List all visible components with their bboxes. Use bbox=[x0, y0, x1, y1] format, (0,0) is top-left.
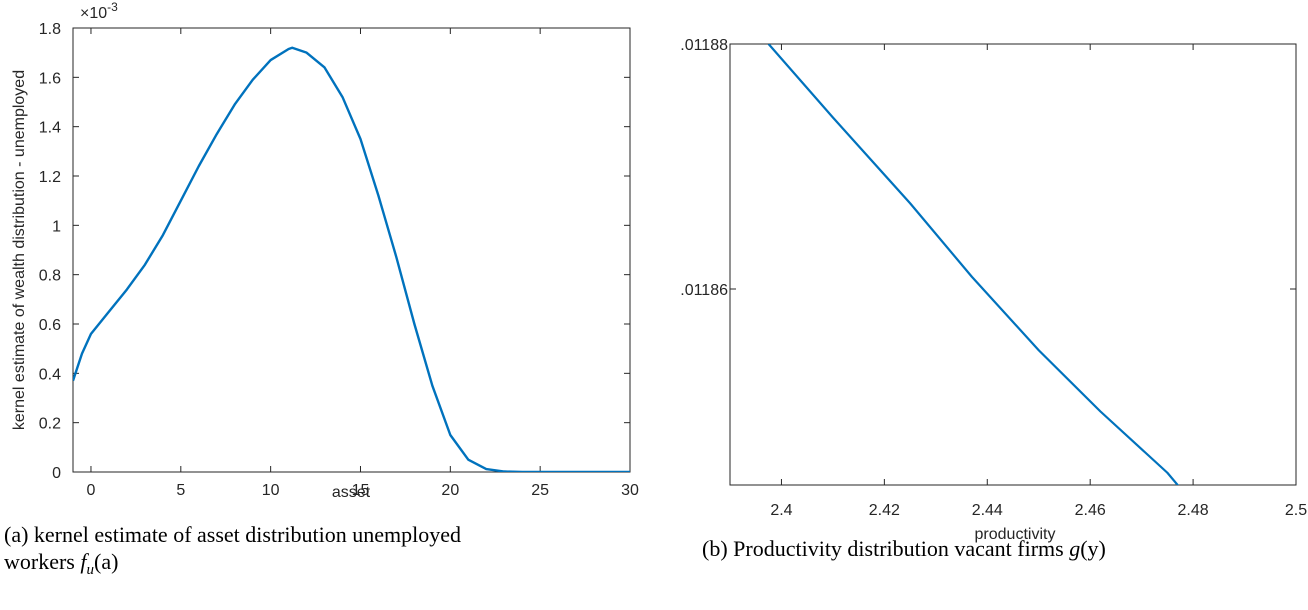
chart-a-plot-box bbox=[72, 27, 631, 473]
caption-b: (b) Productivity distribution vacant fir… bbox=[702, 536, 1106, 561]
chart-b: 2.4 2.42 2.44 2.46 2.48 2.5 .01186 .01188 prod… bbox=[680, 37, 1307, 543]
ytick-label: 0.4 bbox=[39, 366, 61, 383]
caption-a-line1: (a) kernel estimate of asset distributio… bbox=[4, 522, 461, 547]
ytick-label: 0 bbox=[52, 465, 61, 482]
chart-b-series-line bbox=[767, 44, 1180, 485]
ytick-label: .01188 bbox=[680, 37, 728, 54]
xtick-label: 2.44 bbox=[972, 502, 1003, 519]
xtick-label: 2.4 bbox=[770, 502, 792, 519]
caption-a-line2: workers fu(a) bbox=[4, 549, 119, 579]
chart-a-ylabel: kernel estimate of wealth distribution -… bbox=[11, 70, 28, 430]
chart-b-yticks: .01186 .01188 bbox=[680, 37, 1296, 299]
chart-b-plot-box bbox=[729, 43, 1297, 486]
xtick-label: 30 bbox=[621, 482, 639, 499]
xtick-label: 2.48 bbox=[1178, 502, 1209, 519]
xtick-label: 25 bbox=[531, 482, 549, 499]
ytick-label: 1 bbox=[52, 218, 61, 235]
ytick-label: 0.6 bbox=[39, 317, 61, 334]
chart-a-yticks: 0 0.2 0.4 0.6 0.8 1 1.2 1.4 1.6 1.8 bbox=[39, 21, 630, 482]
chart-a-series-line bbox=[73, 46, 630, 472]
ytick-label: 0.8 bbox=[39, 268, 61, 285]
chart-a-xticks: 0 5 10 15 20 25 30 bbox=[87, 28, 639, 499]
xtick-label: 10 bbox=[262, 482, 280, 499]
ytick-label: 1.2 bbox=[39, 169, 61, 186]
chart-b-xlabel: productivity bbox=[975, 526, 1056, 543]
xtick-label: 2.42 bbox=[869, 502, 900, 519]
ytick-label: 1.4 bbox=[39, 120, 61, 137]
xtick-label: 0 bbox=[87, 482, 96, 499]
chart-a-exponent: ×10-3 bbox=[80, 0, 118, 22]
chart-a-xlabel: asset bbox=[332, 484, 371, 501]
xtick-label: 20 bbox=[441, 482, 459, 499]
ytick-label: 1.8 bbox=[39, 21, 61, 38]
chart-a: 0 5 10 15 20 25 30 00.20.40.60.811.21.41.61.8 … bbox=[11, 0, 639, 501]
ytick-label: 0.2 bbox=[39, 416, 61, 433]
chart-b-xticks: 2.4 2.42 2.44 2.46 2.48 2.5 bbox=[770, 44, 1307, 519]
ytick-label: .01186 bbox=[680, 282, 728, 299]
ytick-label: 1.6 bbox=[39, 70, 61, 87]
xtick-label: 15 bbox=[352, 482, 370, 499]
xtick-label: 2.46 bbox=[1075, 502, 1106, 519]
xtick-label: 2.5 bbox=[1285, 502, 1307, 519]
caption-a: (a) kernel estimate of asset distributio… bbox=[4, 521, 654, 584]
xtick-label: 5 bbox=[176, 482, 185, 499]
